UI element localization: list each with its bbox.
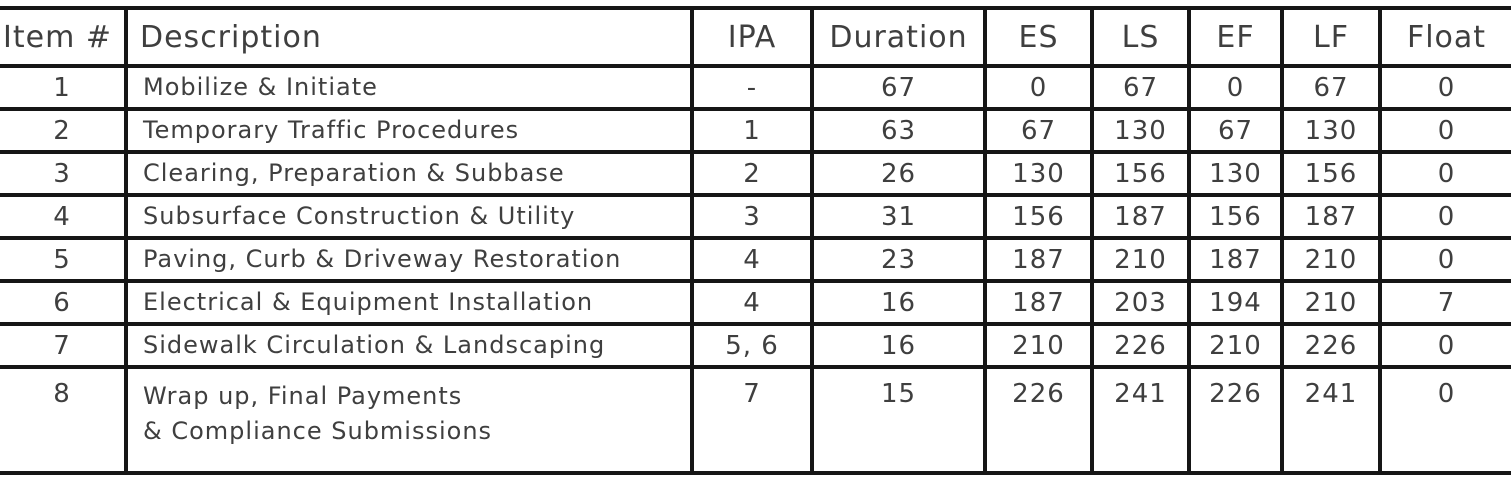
- cell-ipa: 3: [690, 197, 810, 236]
- cell-ef: 0: [1187, 68, 1280, 107]
- cell-float: 0: [1378, 197, 1511, 236]
- cell-ls: 130: [1090, 111, 1187, 150]
- cell-description: Wrap up, Final Payments & Compliance Sub…: [124, 369, 690, 471]
- cell-description: Paving, Curb & Driveway Restoration: [124, 240, 690, 279]
- cell-es: 226: [983, 369, 1090, 471]
- cell-es: 187: [983, 283, 1090, 322]
- cell-float: 7: [1378, 283, 1511, 322]
- cell-ef: 194: [1187, 283, 1280, 322]
- cell-description: Sidewalk Circulation & Landscaping: [124, 326, 690, 365]
- cell-ef: 187: [1187, 240, 1280, 279]
- cell-duration: 31: [810, 197, 983, 236]
- cell-ef: 156: [1187, 197, 1280, 236]
- cell-ef: 210: [1187, 326, 1280, 365]
- cell-item: 4: [53, 201, 71, 232]
- cell-ls: 187: [1090, 197, 1187, 236]
- cell-es: 0: [983, 68, 1090, 107]
- column-header-duration: Duration: [810, 10, 983, 64]
- cell-float: 0: [1378, 154, 1511, 193]
- cell-item: 7: [53, 330, 71, 361]
- cell-lf: 210: [1280, 240, 1378, 279]
- cell-float: 0: [1378, 369, 1511, 471]
- column-header-description: Description: [124, 10, 690, 64]
- cell-item: 8: [53, 379, 71, 409]
- cell-duration: 26: [810, 154, 983, 193]
- cell-duration: 16: [810, 326, 983, 365]
- cpm-schedule-table: Item # Description IPA Duration ES LS EF LF Floa…: [0, 6, 1511, 475]
- cell-item: 2: [53, 115, 71, 146]
- cell-ipa: 7: [690, 369, 810, 471]
- cell-float: 0: [1378, 68, 1511, 107]
- cell-float: 0: [1378, 326, 1511, 365]
- column-header-es: ES: [983, 10, 1090, 64]
- table-row: 1 Mobilize & Initiate -67 0 67 0 67 0: [0, 64, 1511, 107]
- cell-lf: 67: [1280, 68, 1378, 107]
- cell-lf: 187: [1280, 197, 1378, 236]
- cell-ipa: 4: [690, 283, 810, 322]
- cell-description: Electrical & Equipment Installation: [124, 283, 690, 322]
- cell-es: 187: [983, 240, 1090, 279]
- cell-ls: 203: [1090, 283, 1187, 322]
- cell-description: Temporary Traffic Procedures: [124, 111, 690, 150]
- cell-ipa: -: [690, 68, 810, 107]
- cell-lf: 156: [1280, 154, 1378, 193]
- cell-duration: 16: [810, 283, 983, 322]
- cell-ls: 226: [1090, 326, 1187, 365]
- cell-lf: 210: [1280, 283, 1378, 322]
- column-header-ls: LS: [1090, 10, 1187, 64]
- cell-ef: 130: [1187, 154, 1280, 193]
- cell-float: 0: [1378, 240, 1511, 279]
- cell-ef: 67: [1187, 111, 1280, 150]
- cell-ipa: 2: [690, 154, 810, 193]
- cell-description: Clearing, Preparation & Subbase: [124, 154, 690, 193]
- cell-description: Subsurface Construction & Utility: [124, 197, 690, 236]
- cell-duration: 67: [810, 68, 983, 107]
- cell-es: 156: [983, 197, 1090, 236]
- table-row: 3 Clearing, Preparation & Subbase 2 26 130 15…: [0, 150, 1511, 193]
- schedule-sheet: Item # Description IPA Duration ES LS EF LF Floa…: [0, 6, 1511, 475]
- cell-description: Mobilize & Initiate: [124, 68, 690, 107]
- cell-lf: 226: [1280, 326, 1378, 365]
- cell-ef: 226: [1187, 369, 1280, 471]
- table-row: 8 Wrap up, Final Payments & Compliance Su…: [0, 365, 1511, 475]
- table-row: 2 Temporary Traffic Procedures 1 63 67 130 67 1…: [0, 107, 1511, 150]
- cell-duration: 63: [810, 111, 983, 150]
- table-row: 6 Electrical & Equipment Installation 4 16 1…: [0, 279, 1511, 322]
- cell-ls: 67: [1090, 68, 1187, 107]
- cell-ls: 210: [1090, 240, 1187, 279]
- cell-ls: 241: [1090, 369, 1187, 471]
- cell-ls: 156: [1090, 154, 1187, 193]
- cell-ipa: 5, 6: [690, 326, 810, 365]
- column-header-lf: LF: [1280, 10, 1378, 64]
- column-header-item: Item #: [3, 19, 112, 55]
- column-header-ef: EF: [1187, 10, 1280, 64]
- cell-es: 130: [983, 154, 1090, 193]
- cell-float: 0: [1378, 111, 1511, 150]
- cell-duration: 15: [810, 369, 983, 471]
- column-header-float: Float: [1378, 10, 1511, 64]
- cell-es: 210: [983, 326, 1090, 365]
- cell-lf: 130: [1280, 111, 1378, 150]
- cell-item: 1: [53, 72, 71, 103]
- cell-item: 6: [53, 287, 71, 318]
- cell-ipa: 4: [690, 240, 810, 279]
- cell-duration: 23: [810, 240, 983, 279]
- table-row: 5 Paving, Curb & Driveway Restoration 4 23 1…: [0, 236, 1511, 279]
- cell-item: 3: [53, 158, 71, 189]
- cell-item: 5: [53, 244, 71, 275]
- cell-ipa: 1: [690, 111, 810, 150]
- cell-lf: 241: [1280, 369, 1378, 471]
- column-header-ipa: IPA: [690, 10, 810, 64]
- table-row: 4 Subsurface Construction & Utility 3 31 156…: [0, 193, 1511, 236]
- cell-es: 67: [983, 111, 1090, 150]
- table-body: 1 Mobilize & Initiate -67 0 67 0 67 0 2 Temporary…: [0, 64, 1511, 475]
- table-header-row: Item # Description IPA Duration ES LS EF LF Floa…: [0, 6, 1511, 64]
